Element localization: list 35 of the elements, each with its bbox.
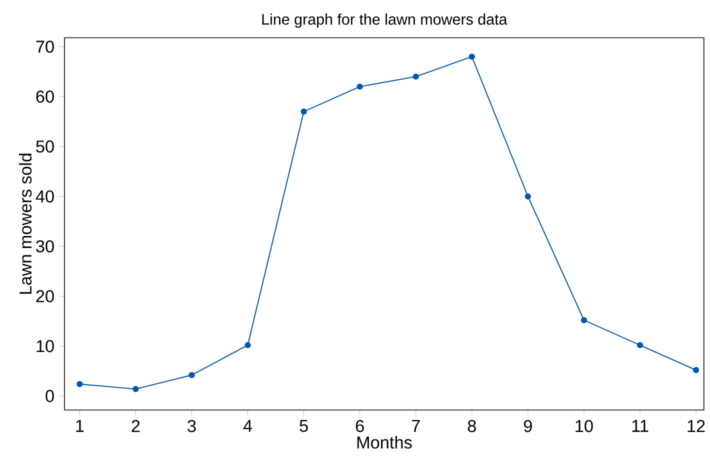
y-tick-label: 70 [36, 40, 54, 53]
chart-title: Line graph for the lawn mowers data [262, 14, 508, 28]
y-axis-title: Lawn mowers sold [18, 154, 32, 294]
x-tick-label: 8 [468, 420, 476, 432]
point [132, 386, 139, 392]
point [636, 342, 644, 348]
point [244, 342, 251, 348]
x-axis-title: Months [357, 436, 412, 449]
y-tick-label: 20 [36, 290, 54, 302]
point [188, 372, 195, 378]
point [692, 367, 700, 374]
x-tick-label: 6 [356, 420, 364, 432]
x-tick-label: 9 [524, 420, 532, 432]
x-tick-label: 7 [412, 420, 420, 432]
point [356, 84, 363, 90]
x-tick-label: 11 [632, 420, 648, 432]
x-tick-label: 4 [243, 420, 252, 432]
x-tick-label: 5 [300, 420, 308, 432]
point [76, 381, 83, 388]
point [412, 74, 419, 80]
y-tick-label: 60 [36, 90, 54, 103]
point [300, 108, 307, 115]
point [468, 54, 475, 60]
point [524, 194, 531, 200]
y-tick-label: 30 [36, 240, 54, 253]
x-tick-label: 3 [188, 420, 196, 432]
x-tick-label: 12 [688, 420, 705, 432]
x-tick-label: 10 [576, 420, 593, 432]
y-tick-label: 0 [46, 390, 54, 402]
y-tick-label: 10 [36, 340, 54, 352]
x-tick-label: 2 [132, 420, 140, 432]
y-tick-label: 50 [36, 140, 54, 153]
y-tick-label: 40 [36, 190, 54, 203]
point [580, 317, 588, 324]
x-tick-label: 1 [76, 420, 84, 432]
